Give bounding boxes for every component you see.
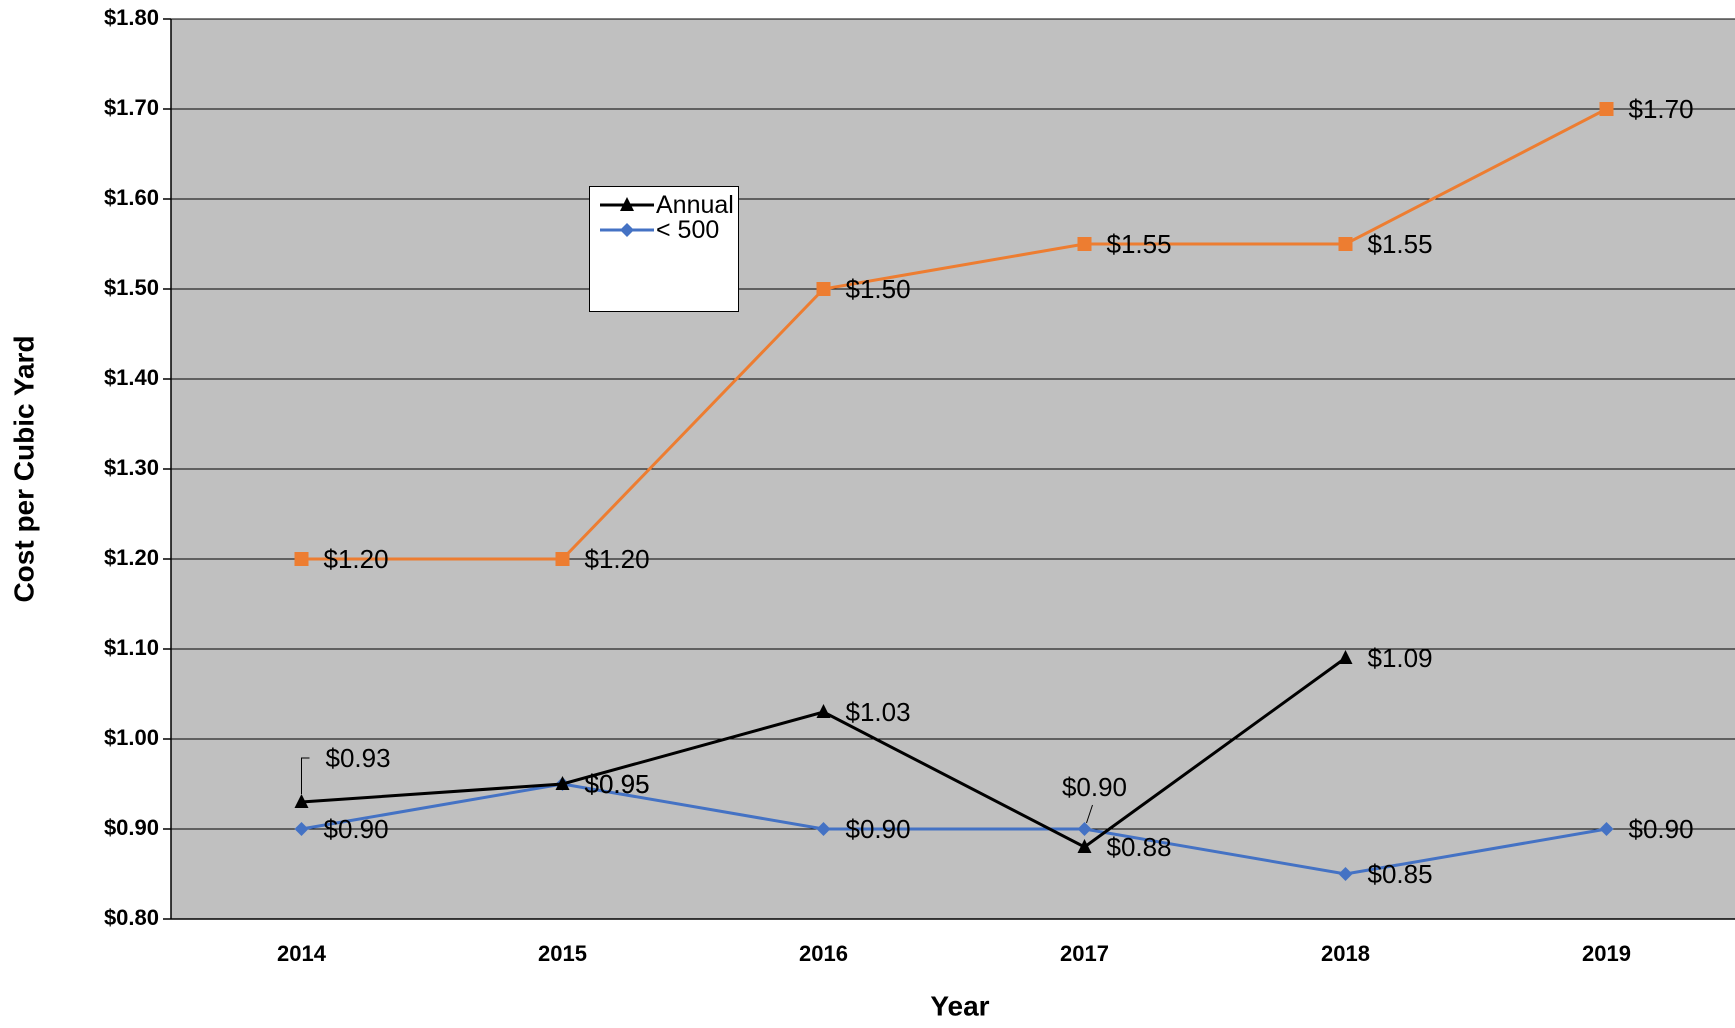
marker bbox=[1077, 839, 1092, 853]
marker bbox=[1599, 822, 1614, 836]
data-label: $0.88 bbox=[1107, 832, 1172, 862]
y-tick-label: $1.40 bbox=[104, 365, 159, 390]
marker bbox=[294, 822, 309, 836]
y-tick-label: $1.70 bbox=[104, 95, 159, 120]
y-tick-label: $1.60 bbox=[104, 185, 159, 210]
series-line bbox=[301, 782, 1607, 876]
marker bbox=[294, 552, 309, 566]
leader-line bbox=[1086, 804, 1093, 824]
data-label: $0.95 bbox=[585, 769, 650, 799]
marker bbox=[1338, 237, 1353, 251]
x-axis-title: Year bbox=[930, 990, 989, 1021]
data-label: $0.90 bbox=[846, 814, 911, 844]
marker bbox=[1077, 822, 1092, 836]
data-label: $0.85 bbox=[1368, 859, 1433, 889]
marker bbox=[294, 794, 309, 808]
data-label: $1.55 bbox=[1107, 229, 1172, 259]
y-axis-title: Cost per Cubic Yard bbox=[8, 335, 39, 602]
data-label: $1.20 bbox=[324, 544, 389, 574]
x-tick-label: 2019 bbox=[1582, 941, 1631, 966]
data-label: $1.09 bbox=[1368, 643, 1433, 673]
data-label: $0.90 bbox=[1062, 772, 1127, 802]
x-tick-label: 2017 bbox=[1060, 941, 1109, 966]
y-tick-label: $0.80 bbox=[104, 905, 159, 930]
y-tick-label: $1.20 bbox=[104, 545, 159, 570]
leader-line bbox=[301, 757, 310, 794]
y-tick-label: $1.50 bbox=[104, 275, 159, 300]
y-tick-label: $0.90 bbox=[104, 815, 159, 840]
marker bbox=[816, 822, 831, 836]
x-tick-label: 2015 bbox=[538, 941, 587, 966]
x-tick-label: 2014 bbox=[277, 941, 327, 966]
legend-symbol bbox=[600, 197, 654, 211]
data-label: $1.20 bbox=[585, 544, 650, 574]
marker bbox=[1338, 867, 1353, 881]
marker bbox=[1599, 102, 1614, 116]
marker bbox=[816, 704, 831, 718]
data-label: $0.90 bbox=[1629, 814, 1694, 844]
y-tick-label: $1.30 bbox=[104, 455, 159, 480]
marker bbox=[555, 776, 570, 790]
data-label: $0.90 bbox=[324, 814, 389, 844]
y-tick-label: $1.80 bbox=[104, 5, 159, 30]
data-label: $1.70 bbox=[1629, 94, 1694, 124]
data-label: $1.03 bbox=[846, 697, 911, 727]
data-label: $1.50 bbox=[846, 274, 911, 304]
data-label: $0.93 bbox=[326, 743, 391, 773]
legend-marker bbox=[620, 197, 634, 211]
legend-marker bbox=[620, 223, 634, 237]
marker bbox=[1077, 237, 1092, 251]
x-tick-label: 2018 bbox=[1321, 941, 1370, 966]
marker bbox=[555, 552, 570, 566]
y-tick-label: $1.10 bbox=[104, 635, 159, 660]
legend: Annual < 500 bbox=[589, 186, 739, 312]
legend-entry: Annual bbox=[598, 193, 736, 218]
legend-entry: < 500 bbox=[598, 218, 736, 243]
data-label: $0.95 bbox=[585, 769, 650, 799]
x-tick-label: 2016 bbox=[799, 941, 848, 966]
y-tick-label: $1.00 bbox=[104, 725, 159, 750]
legend-label: Annual bbox=[656, 191, 734, 219]
data-label: $1.55 bbox=[1368, 229, 1433, 259]
marker bbox=[816, 282, 831, 296]
series-line bbox=[301, 107, 1608, 561]
legend-symbol bbox=[600, 223, 654, 237]
legend-label: < 500 bbox=[656, 216, 720, 244]
marker bbox=[1338, 650, 1353, 664]
